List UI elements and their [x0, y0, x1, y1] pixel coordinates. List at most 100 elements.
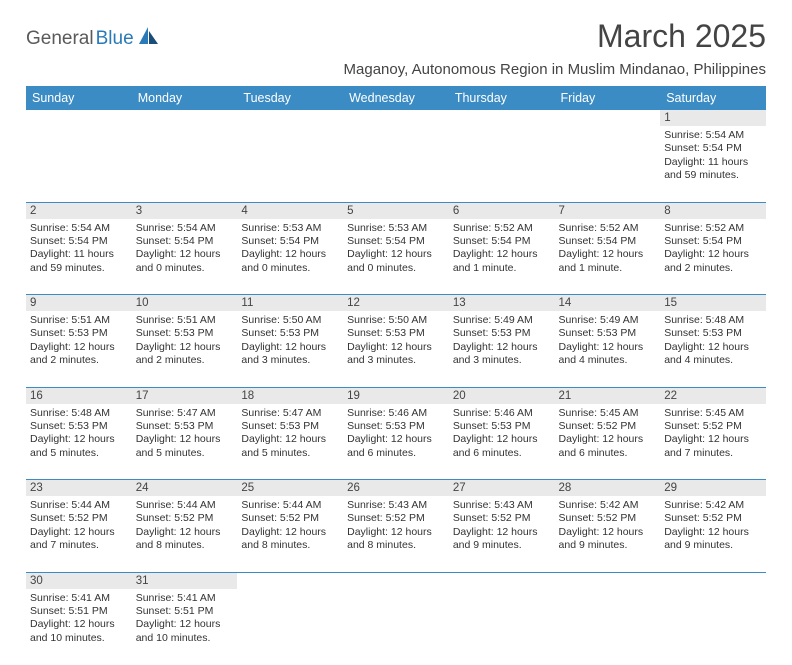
- weekday-header-row: SundayMondayTuesdayWednesdayThursdayFrid…: [26, 86, 766, 110]
- day-cell: [26, 126, 132, 202]
- sunrise-text: Sunrise: 5:52 AM: [664, 222, 762, 235]
- sunrise-text: Sunrise: 5:48 AM: [30, 407, 128, 420]
- sunrise-text: Sunrise: 5:44 AM: [241, 499, 339, 512]
- sunset-text: Sunset: 5:53 PM: [453, 420, 551, 433]
- day-content-row: Sunrise: 5:48 AMSunset: 5:53 PMDaylight:…: [26, 404, 766, 480]
- day-cell: Sunrise: 5:52 AMSunset: 5:54 PMDaylight:…: [660, 219, 766, 295]
- month-title: March 2025: [344, 18, 766, 55]
- sunrise-text: Sunrise: 5:51 AM: [136, 314, 234, 327]
- day-cell-text: Sunrise: 5:47 AMSunset: 5:53 PMDaylight:…: [241, 407, 339, 461]
- day-cell: Sunrise: 5:54 AMSunset: 5:54 PMDaylight:…: [132, 219, 238, 295]
- day-number-cell: 5: [343, 202, 449, 219]
- daylight-text: Daylight: 12 hours and 9 minutes.: [559, 526, 657, 553]
- day-cell: Sunrise: 5:45 AMSunset: 5:52 PMDaylight:…: [555, 404, 661, 480]
- sunset-text: Sunset: 5:54 PM: [453, 235, 551, 248]
- sunrise-text: Sunrise: 5:52 AM: [559, 222, 657, 235]
- day-number-cell: [449, 572, 555, 589]
- sunrise-text: Sunrise: 5:45 AM: [559, 407, 657, 420]
- sunset-text: Sunset: 5:53 PM: [559, 327, 657, 340]
- daylight-text: Daylight: 12 hours and 0 minutes.: [241, 248, 339, 275]
- day-cell-text: Sunrise: 5:49 AMSunset: 5:53 PMDaylight:…: [453, 314, 551, 368]
- day-number-cell: 1: [660, 110, 766, 126]
- day-cell: [237, 589, 343, 665]
- sunrise-text: Sunrise: 5:41 AM: [136, 592, 234, 605]
- day-cell-text: Sunrise: 5:53 AMSunset: 5:54 PMDaylight:…: [347, 222, 445, 276]
- day-cell-text: Sunrise: 5:45 AMSunset: 5:52 PMDaylight:…: [559, 407, 657, 461]
- day-cell-text: Sunrise: 5:42 AMSunset: 5:52 PMDaylight:…: [559, 499, 657, 553]
- day-cell: Sunrise: 5:49 AMSunset: 5:53 PMDaylight:…: [449, 311, 555, 387]
- day-number-row: 2345678: [26, 202, 766, 219]
- daylight-text: Daylight: 11 hours and 59 minutes.: [30, 248, 128, 275]
- day-cell: [449, 126, 555, 202]
- day-number-cell: 25: [237, 480, 343, 497]
- sunset-text: Sunset: 5:54 PM: [30, 235, 128, 248]
- day-number-cell: 29: [660, 480, 766, 497]
- daylight-text: Daylight: 12 hours and 2 minutes.: [30, 341, 128, 368]
- daylight-text: Daylight: 12 hours and 3 minutes.: [241, 341, 339, 368]
- day-cell-text: Sunrise: 5:42 AMSunset: 5:52 PMDaylight:…: [664, 499, 762, 553]
- sunset-text: Sunset: 5:52 PM: [136, 512, 234, 525]
- title-block: March 2025 Maganoy, Autonomous Region in…: [344, 18, 766, 78]
- daylight-text: Daylight: 12 hours and 0 minutes.: [136, 248, 234, 275]
- weekday-header: Saturday: [660, 86, 766, 110]
- daylight-text: Daylight: 12 hours and 2 minutes.: [136, 341, 234, 368]
- sunset-text: Sunset: 5:53 PM: [347, 327, 445, 340]
- day-cell-text: Sunrise: 5:44 AMSunset: 5:52 PMDaylight:…: [241, 499, 339, 553]
- day-cell: Sunrise: 5:47 AMSunset: 5:53 PMDaylight:…: [237, 404, 343, 480]
- day-number-cell: [449, 110, 555, 126]
- day-cell: [343, 589, 449, 665]
- day-cell: [555, 589, 661, 665]
- day-cell: Sunrise: 5:54 AMSunset: 5:54 PMDaylight:…: [660, 126, 766, 202]
- logo-text-blue: Blue: [96, 28, 134, 50]
- sunrise-text: Sunrise: 5:42 AM: [664, 499, 762, 512]
- day-cell-text: Sunrise: 5:46 AMSunset: 5:53 PMDaylight:…: [347, 407, 445, 461]
- day-number-row: 1: [26, 110, 766, 126]
- sunset-text: Sunset: 5:52 PM: [559, 420, 657, 433]
- day-number-cell: [237, 110, 343, 126]
- sunrise-text: Sunrise: 5:44 AM: [136, 499, 234, 512]
- day-content-row: Sunrise: 5:41 AMSunset: 5:51 PMDaylight:…: [26, 589, 766, 665]
- day-cell: [343, 126, 449, 202]
- day-number-cell: 20: [449, 387, 555, 404]
- sunset-text: Sunset: 5:52 PM: [30, 512, 128, 525]
- sunset-text: Sunset: 5:54 PM: [664, 235, 762, 248]
- day-number-cell: 28: [555, 480, 661, 497]
- day-cell: Sunrise: 5:44 AMSunset: 5:52 PMDaylight:…: [26, 496, 132, 572]
- daylight-text: Daylight: 12 hours and 3 minutes.: [453, 341, 551, 368]
- daylight-text: Daylight: 12 hours and 8 minutes.: [136, 526, 234, 553]
- sunrise-text: Sunrise: 5:53 AM: [347, 222, 445, 235]
- day-number-cell: 17: [132, 387, 238, 404]
- sunset-text: Sunset: 5:54 PM: [241, 235, 339, 248]
- day-cell-text: Sunrise: 5:50 AMSunset: 5:53 PMDaylight:…: [347, 314, 445, 368]
- daylight-text: Daylight: 12 hours and 9 minutes.: [664, 526, 762, 553]
- sunrise-text: Sunrise: 5:43 AM: [347, 499, 445, 512]
- sunset-text: Sunset: 5:52 PM: [664, 512, 762, 525]
- day-number-cell: 7: [555, 202, 661, 219]
- day-cell-text: Sunrise: 5:41 AMSunset: 5:51 PMDaylight:…: [30, 592, 128, 646]
- day-cell-text: Sunrise: 5:44 AMSunset: 5:52 PMDaylight:…: [136, 499, 234, 553]
- day-number-cell: 12: [343, 295, 449, 312]
- calendar-table: SundayMondayTuesdayWednesdayThursdayFrid…: [26, 86, 766, 665]
- sunset-text: Sunset: 5:53 PM: [30, 420, 128, 433]
- daylight-text: Daylight: 12 hours and 3 minutes.: [347, 341, 445, 368]
- weekday-header: Tuesday: [237, 86, 343, 110]
- weekday-header: Friday: [555, 86, 661, 110]
- sunset-text: Sunset: 5:54 PM: [664, 142, 762, 155]
- sunrise-text: Sunrise: 5:43 AM: [453, 499, 551, 512]
- day-number-cell: 3: [132, 202, 238, 219]
- day-cell-text: Sunrise: 5:47 AMSunset: 5:53 PMDaylight:…: [136, 407, 234, 461]
- day-number-cell: 22: [660, 387, 766, 404]
- daylight-text: Daylight: 11 hours and 59 minutes.: [664, 156, 762, 183]
- location-text: Maganoy, Autonomous Region in Muslim Min…: [344, 61, 766, 78]
- day-number-cell: 31: [132, 572, 238, 589]
- day-content-row: Sunrise: 5:54 AMSunset: 5:54 PMDaylight:…: [26, 126, 766, 202]
- day-number-cell: [555, 110, 661, 126]
- day-cell: [660, 589, 766, 665]
- day-number-cell: [26, 110, 132, 126]
- day-number-cell: 16: [26, 387, 132, 404]
- sunset-text: Sunset: 5:53 PM: [241, 420, 339, 433]
- day-content-row: Sunrise: 5:44 AMSunset: 5:52 PMDaylight:…: [26, 496, 766, 572]
- day-cell: Sunrise: 5:45 AMSunset: 5:52 PMDaylight:…: [660, 404, 766, 480]
- day-cell-text: Sunrise: 5:49 AMSunset: 5:53 PMDaylight:…: [559, 314, 657, 368]
- day-number-cell: 21: [555, 387, 661, 404]
